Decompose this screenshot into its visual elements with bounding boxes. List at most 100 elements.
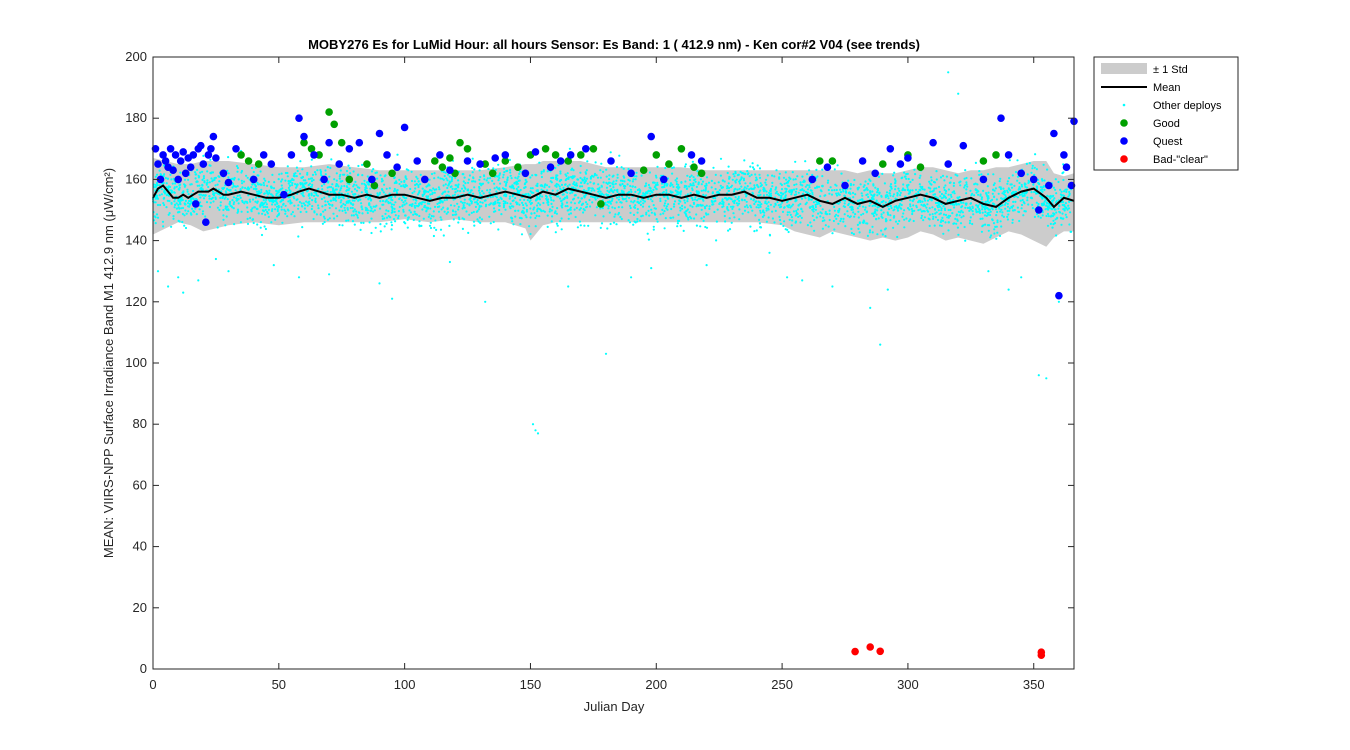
other-deploy-point (522, 212, 525, 215)
other-deploy-point (947, 208, 950, 212)
other-deploy-point (960, 216, 963, 219)
other-deploy-point (379, 223, 382, 226)
other-deploy-point (655, 183, 658, 186)
other-deploy-point (181, 198, 184, 202)
other-deploy-point (434, 219, 437, 222)
other-deploy-point (987, 270, 990, 273)
other-deploy-point (908, 208, 911, 211)
other-deploy-point (909, 205, 912, 208)
other-deploy-point (748, 188, 751, 191)
other-deploy-point (984, 200, 988, 203)
other-deploy-point (1041, 204, 1044, 207)
other-deploy-point (219, 201, 222, 204)
other-deploy-point (1018, 181, 1021, 185)
other-deploy-point (344, 203, 347, 207)
other-deploy-point (1057, 300, 1060, 303)
other-deploy-point (214, 257, 217, 261)
other-deploy-point (1045, 377, 1048, 380)
other-deploy-point (795, 193, 798, 196)
other-deploy-point (249, 216, 252, 220)
other-deploy-point (393, 181, 396, 185)
other-deploy-point (813, 219, 816, 222)
other-deploy-point (615, 165, 619, 169)
other-deploy-point (518, 203, 521, 206)
other-deploy-point (821, 168, 824, 171)
other-deploy-point (734, 187, 737, 190)
other-deploy-point (445, 212, 448, 215)
other-deploy-point (180, 196, 183, 199)
other-deploy-point (550, 220, 553, 223)
other-deploy-point (736, 188, 739, 191)
quest-point (647, 132, 655, 141)
other-deploy-point (572, 186, 575, 190)
other-deploy-point (969, 202, 972, 205)
other-deploy-point (791, 171, 794, 174)
other-deploy-point (285, 189, 288, 192)
other-deploy-point (533, 206, 536, 209)
other-deploy-point (433, 177, 436, 180)
other-deploy-point (963, 186, 966, 189)
other-deploy-point (649, 192, 652, 196)
other-deploy-point (705, 176, 709, 179)
other-deploy-point (233, 176, 236, 180)
other-deploy-point (627, 191, 630, 194)
other-deploy-point (548, 208, 552, 211)
good-point (551, 151, 560, 159)
other-deploy-point (740, 176, 743, 179)
other-deploy-point (188, 202, 192, 206)
good-point (431, 157, 439, 165)
other-deploy-point (468, 192, 471, 195)
other-deploy-point (827, 179, 830, 182)
other-deploy-point (390, 228, 393, 231)
other-deploy-point (398, 205, 401, 209)
other-deploy-point (849, 192, 852, 195)
other-deploy-point (996, 219, 999, 222)
other-deploy-point (993, 203, 996, 206)
other-deploy-point (236, 166, 239, 170)
other-deploy-point (479, 194, 482, 197)
other-deploy-point (296, 169, 299, 173)
other-deploy-point (771, 181, 774, 184)
other-deploy-point (418, 225, 421, 228)
other-deploy-point (1030, 191, 1033, 194)
other-deploy-point (785, 178, 788, 181)
other-deploy-point (372, 168, 375, 171)
other-deploy-point (532, 208, 535, 211)
other-deploy-point (860, 192, 863, 195)
other-deploy-point (726, 185, 729, 188)
other-deploy-point (708, 205, 711, 208)
other-deploy-point (1006, 215, 1009, 218)
other-deploy-point (263, 177, 266, 180)
bad-clear-points-layer (851, 643, 1046, 659)
other-deploy-point (622, 198, 625, 201)
other-deploy-point (731, 207, 734, 210)
other-deploy-point (1039, 194, 1042, 198)
other-deploy-point (228, 189, 231, 192)
other-deploy-point (263, 202, 266, 205)
other-deploy-point (481, 201, 484, 204)
other-deploy-point (262, 206, 265, 209)
other-deploy-point (956, 218, 959, 221)
quest-point (280, 190, 288, 199)
other-deploy-point (536, 432, 540, 435)
other-deploy-point (310, 165, 313, 168)
other-deploy-point (803, 180, 806, 183)
other-deploy-point (960, 206, 963, 209)
other-deploy-point (758, 191, 761, 194)
other-deploy-point (628, 204, 632, 207)
other-deploy-point (935, 211, 938, 214)
other-deploy-point (700, 208, 703, 211)
other-deploy-point (767, 205, 770, 208)
other-deploy-point (368, 202, 371, 205)
other-deploy-point (782, 224, 785, 228)
other-deploy-point (623, 180, 626, 183)
other-deploy-point (579, 185, 582, 188)
other-deploy-point (735, 202, 739, 205)
other-deploy-point (799, 181, 802, 184)
other-deploy-point (674, 179, 677, 182)
other-deploy-point (352, 193, 355, 196)
other-deploy-point (417, 180, 420, 183)
other-deploy-point (324, 200, 327, 203)
other-deploy-point (606, 227, 609, 230)
other-deploy-point (569, 212, 573, 215)
